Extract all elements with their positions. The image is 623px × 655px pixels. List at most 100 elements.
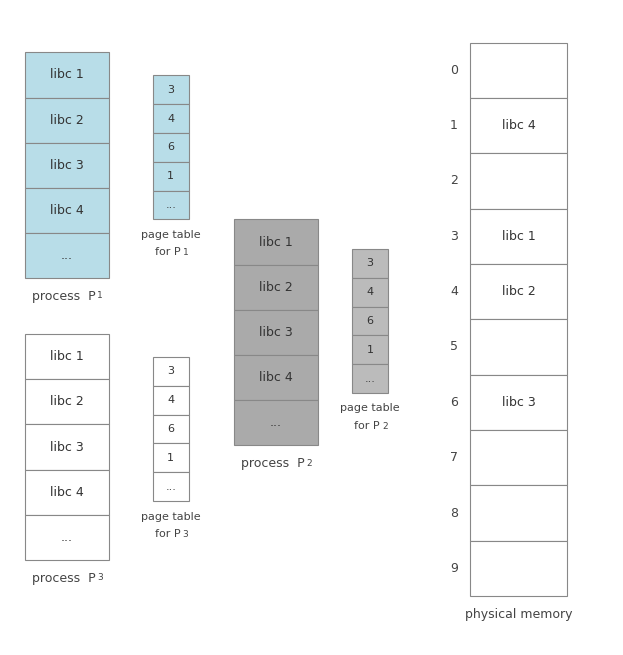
- Bar: [25, 233, 109, 278]
- Text: 0: 0: [450, 64, 458, 77]
- Bar: [25, 334, 109, 379]
- Text: libc 1: libc 1: [50, 69, 84, 81]
- Text: 8: 8: [450, 506, 458, 519]
- Text: libc 3: libc 3: [50, 159, 84, 172]
- Text: for P: for P: [354, 421, 380, 430]
- Text: 2: 2: [306, 458, 312, 468]
- Text: 6: 6: [167, 142, 174, 153]
- Text: 4: 4: [366, 287, 374, 297]
- Text: physical memory: physical memory: [465, 608, 573, 621]
- Bar: [153, 75, 189, 104]
- Text: ...: ...: [61, 250, 73, 262]
- Text: libc 4: libc 4: [50, 486, 84, 498]
- Bar: [234, 400, 318, 445]
- Text: process  P: process P: [32, 572, 96, 585]
- Text: 3: 3: [167, 84, 174, 95]
- Text: page table: page table: [141, 230, 201, 240]
- Bar: [153, 386, 189, 415]
- Text: 3: 3: [450, 230, 458, 243]
- Bar: [153, 133, 189, 162]
- Text: libc 4: libc 4: [50, 204, 84, 217]
- Text: 5: 5: [450, 341, 458, 354]
- Bar: [25, 379, 109, 424]
- Text: 6: 6: [167, 424, 174, 434]
- Text: for P: for P: [155, 247, 181, 257]
- Text: libc 3: libc 3: [259, 326, 293, 339]
- Bar: [153, 162, 189, 191]
- Text: libc 3: libc 3: [502, 396, 536, 409]
- Bar: [234, 265, 318, 310]
- Text: 9: 9: [450, 562, 458, 575]
- Text: libc 1: libc 1: [50, 350, 84, 363]
- Bar: [352, 249, 388, 278]
- Text: libc 2: libc 2: [502, 285, 536, 298]
- Bar: [153, 357, 189, 386]
- Bar: [470, 98, 567, 153]
- Text: 4: 4: [167, 113, 174, 124]
- Text: 3: 3: [183, 530, 189, 539]
- Text: 1: 1: [183, 248, 189, 257]
- Bar: [25, 515, 109, 560]
- Text: 3: 3: [167, 366, 174, 377]
- Text: 1: 1: [167, 171, 174, 181]
- Text: 7: 7: [450, 451, 458, 464]
- Text: 1: 1: [167, 453, 174, 463]
- Bar: [25, 98, 109, 143]
- Text: page table: page table: [340, 403, 400, 413]
- Text: 1: 1: [450, 119, 458, 132]
- Bar: [352, 307, 388, 335]
- Text: libc 2: libc 2: [259, 281, 293, 293]
- Bar: [25, 470, 109, 515]
- Bar: [153, 443, 189, 472]
- Text: for P: for P: [155, 529, 181, 538]
- Bar: [470, 430, 567, 485]
- Text: process  P: process P: [32, 290, 96, 303]
- Bar: [470, 209, 567, 264]
- Bar: [470, 320, 567, 375]
- Text: 3: 3: [366, 258, 374, 269]
- Bar: [234, 310, 318, 355]
- Bar: [352, 335, 388, 364]
- Bar: [153, 415, 189, 443]
- Text: 2: 2: [382, 422, 388, 431]
- Text: ...: ...: [364, 373, 376, 384]
- Text: ...: ...: [61, 531, 73, 544]
- Text: 3: 3: [97, 573, 103, 582]
- Text: 1: 1: [97, 291, 103, 301]
- Text: ...: ...: [165, 200, 176, 210]
- Bar: [470, 375, 567, 430]
- Bar: [25, 143, 109, 188]
- Bar: [352, 278, 388, 307]
- Bar: [25, 188, 109, 233]
- Bar: [470, 485, 567, 541]
- Text: ...: ...: [270, 417, 282, 429]
- Text: 6: 6: [366, 316, 374, 326]
- Bar: [153, 472, 189, 501]
- Text: ...: ...: [165, 481, 176, 492]
- Text: libc 3: libc 3: [50, 441, 84, 453]
- Text: libc 1: libc 1: [259, 236, 293, 248]
- Text: libc 4: libc 4: [502, 119, 536, 132]
- Bar: [470, 153, 567, 209]
- Text: process  P: process P: [240, 457, 305, 470]
- Bar: [470, 541, 567, 596]
- Text: page table: page table: [141, 512, 201, 521]
- Text: libc 2: libc 2: [50, 114, 84, 126]
- Text: libc 2: libc 2: [50, 396, 84, 408]
- Bar: [470, 43, 567, 98]
- Bar: [470, 264, 567, 320]
- Bar: [352, 364, 388, 393]
- Text: libc 1: libc 1: [502, 230, 536, 243]
- Bar: [234, 219, 318, 265]
- Bar: [153, 191, 189, 219]
- Text: 1: 1: [366, 345, 374, 355]
- Bar: [25, 424, 109, 470]
- Bar: [234, 355, 318, 400]
- Text: 4: 4: [450, 285, 458, 298]
- Bar: [25, 52, 109, 98]
- Text: 4: 4: [167, 395, 174, 405]
- Bar: [153, 104, 189, 133]
- Text: 6: 6: [450, 396, 458, 409]
- Text: 2: 2: [450, 174, 458, 187]
- Text: libc 4: libc 4: [259, 371, 293, 384]
